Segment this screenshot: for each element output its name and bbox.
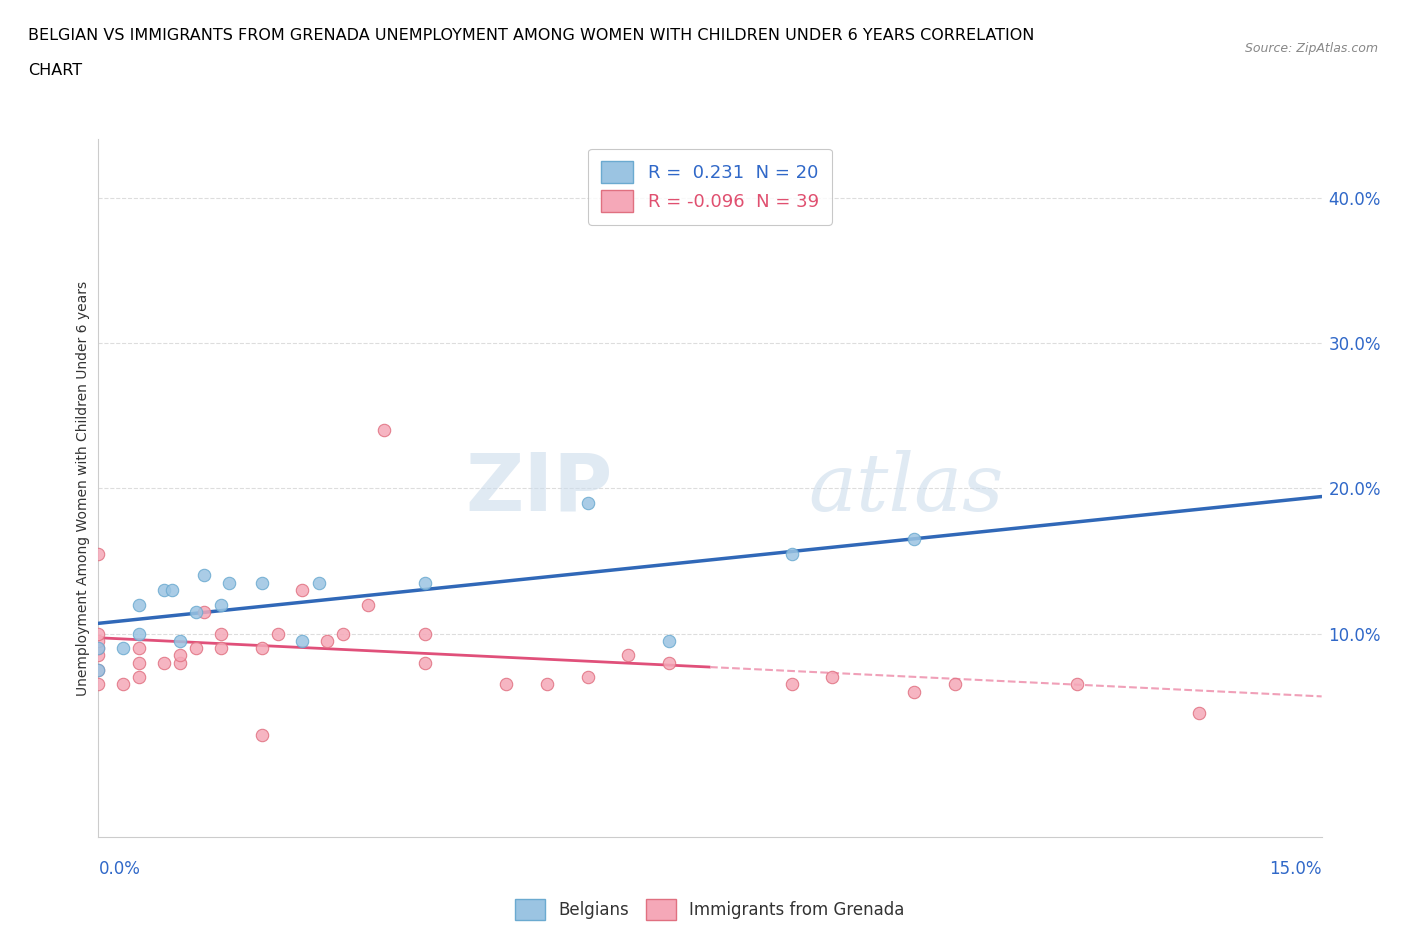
Point — [87, 626, 110, 641]
Point — [111, 677, 134, 692]
Point — [186, 604, 208, 619]
Point — [1066, 677, 1088, 692]
Point — [413, 576, 436, 591]
Point — [209, 641, 232, 656]
Text: ZIP: ZIP — [465, 449, 612, 527]
Point — [209, 597, 232, 612]
Point — [218, 576, 240, 591]
Point — [308, 576, 330, 591]
Point — [291, 582, 314, 597]
Point — [169, 633, 191, 648]
Point — [315, 633, 337, 648]
Text: 0.0%: 0.0% — [98, 860, 141, 878]
Point — [903, 532, 925, 547]
Point — [780, 546, 803, 561]
Point — [413, 656, 436, 671]
Point — [87, 648, 110, 663]
Point — [87, 662, 110, 677]
Point — [128, 656, 150, 671]
Point — [1188, 706, 1211, 721]
Point — [903, 684, 925, 699]
Point — [111, 641, 134, 656]
Point — [128, 597, 150, 612]
Point — [576, 496, 599, 511]
Point — [128, 641, 150, 656]
Point — [160, 582, 183, 597]
Text: CHART: CHART — [28, 63, 82, 78]
Point — [128, 626, 150, 641]
Point — [152, 656, 174, 671]
Point — [87, 677, 110, 692]
Point — [250, 641, 273, 656]
Point — [495, 677, 517, 692]
Text: 15.0%: 15.0% — [1270, 860, 1322, 878]
Point — [658, 633, 681, 648]
Point — [658, 656, 681, 671]
Point — [536, 677, 558, 692]
Point — [780, 677, 803, 692]
Point — [193, 604, 215, 619]
Legend: Belgians, Immigrants from Grenada: Belgians, Immigrants from Grenada — [509, 893, 911, 926]
Point — [617, 648, 640, 663]
Point — [267, 626, 290, 641]
Point — [193, 568, 215, 583]
Point — [821, 670, 844, 684]
Point — [576, 670, 599, 684]
Text: atlas: atlas — [808, 449, 1004, 527]
Point — [169, 656, 191, 671]
Point — [128, 670, 150, 684]
Point — [87, 641, 110, 656]
Point — [291, 633, 314, 648]
Point — [209, 626, 232, 641]
Point — [332, 626, 354, 641]
Point — [87, 546, 110, 561]
Point — [250, 728, 273, 743]
Point — [87, 641, 110, 656]
Point — [87, 633, 110, 648]
Text: BELGIAN VS IMMIGRANTS FROM GRENADA UNEMPLOYMENT AMONG WOMEN WITH CHILDREN UNDER : BELGIAN VS IMMIGRANTS FROM GRENADA UNEMP… — [28, 28, 1035, 43]
Point — [87, 662, 110, 677]
Point — [186, 641, 208, 656]
Text: Source: ZipAtlas.com: Source: ZipAtlas.com — [1244, 42, 1378, 55]
Point — [373, 422, 395, 438]
Y-axis label: Unemployment Among Women with Children Under 6 years: Unemployment Among Women with Children U… — [76, 281, 90, 696]
Point — [169, 648, 191, 663]
Point — [356, 597, 378, 612]
Point — [250, 576, 273, 591]
Point — [943, 677, 966, 692]
Point — [152, 582, 174, 597]
Point — [413, 626, 436, 641]
